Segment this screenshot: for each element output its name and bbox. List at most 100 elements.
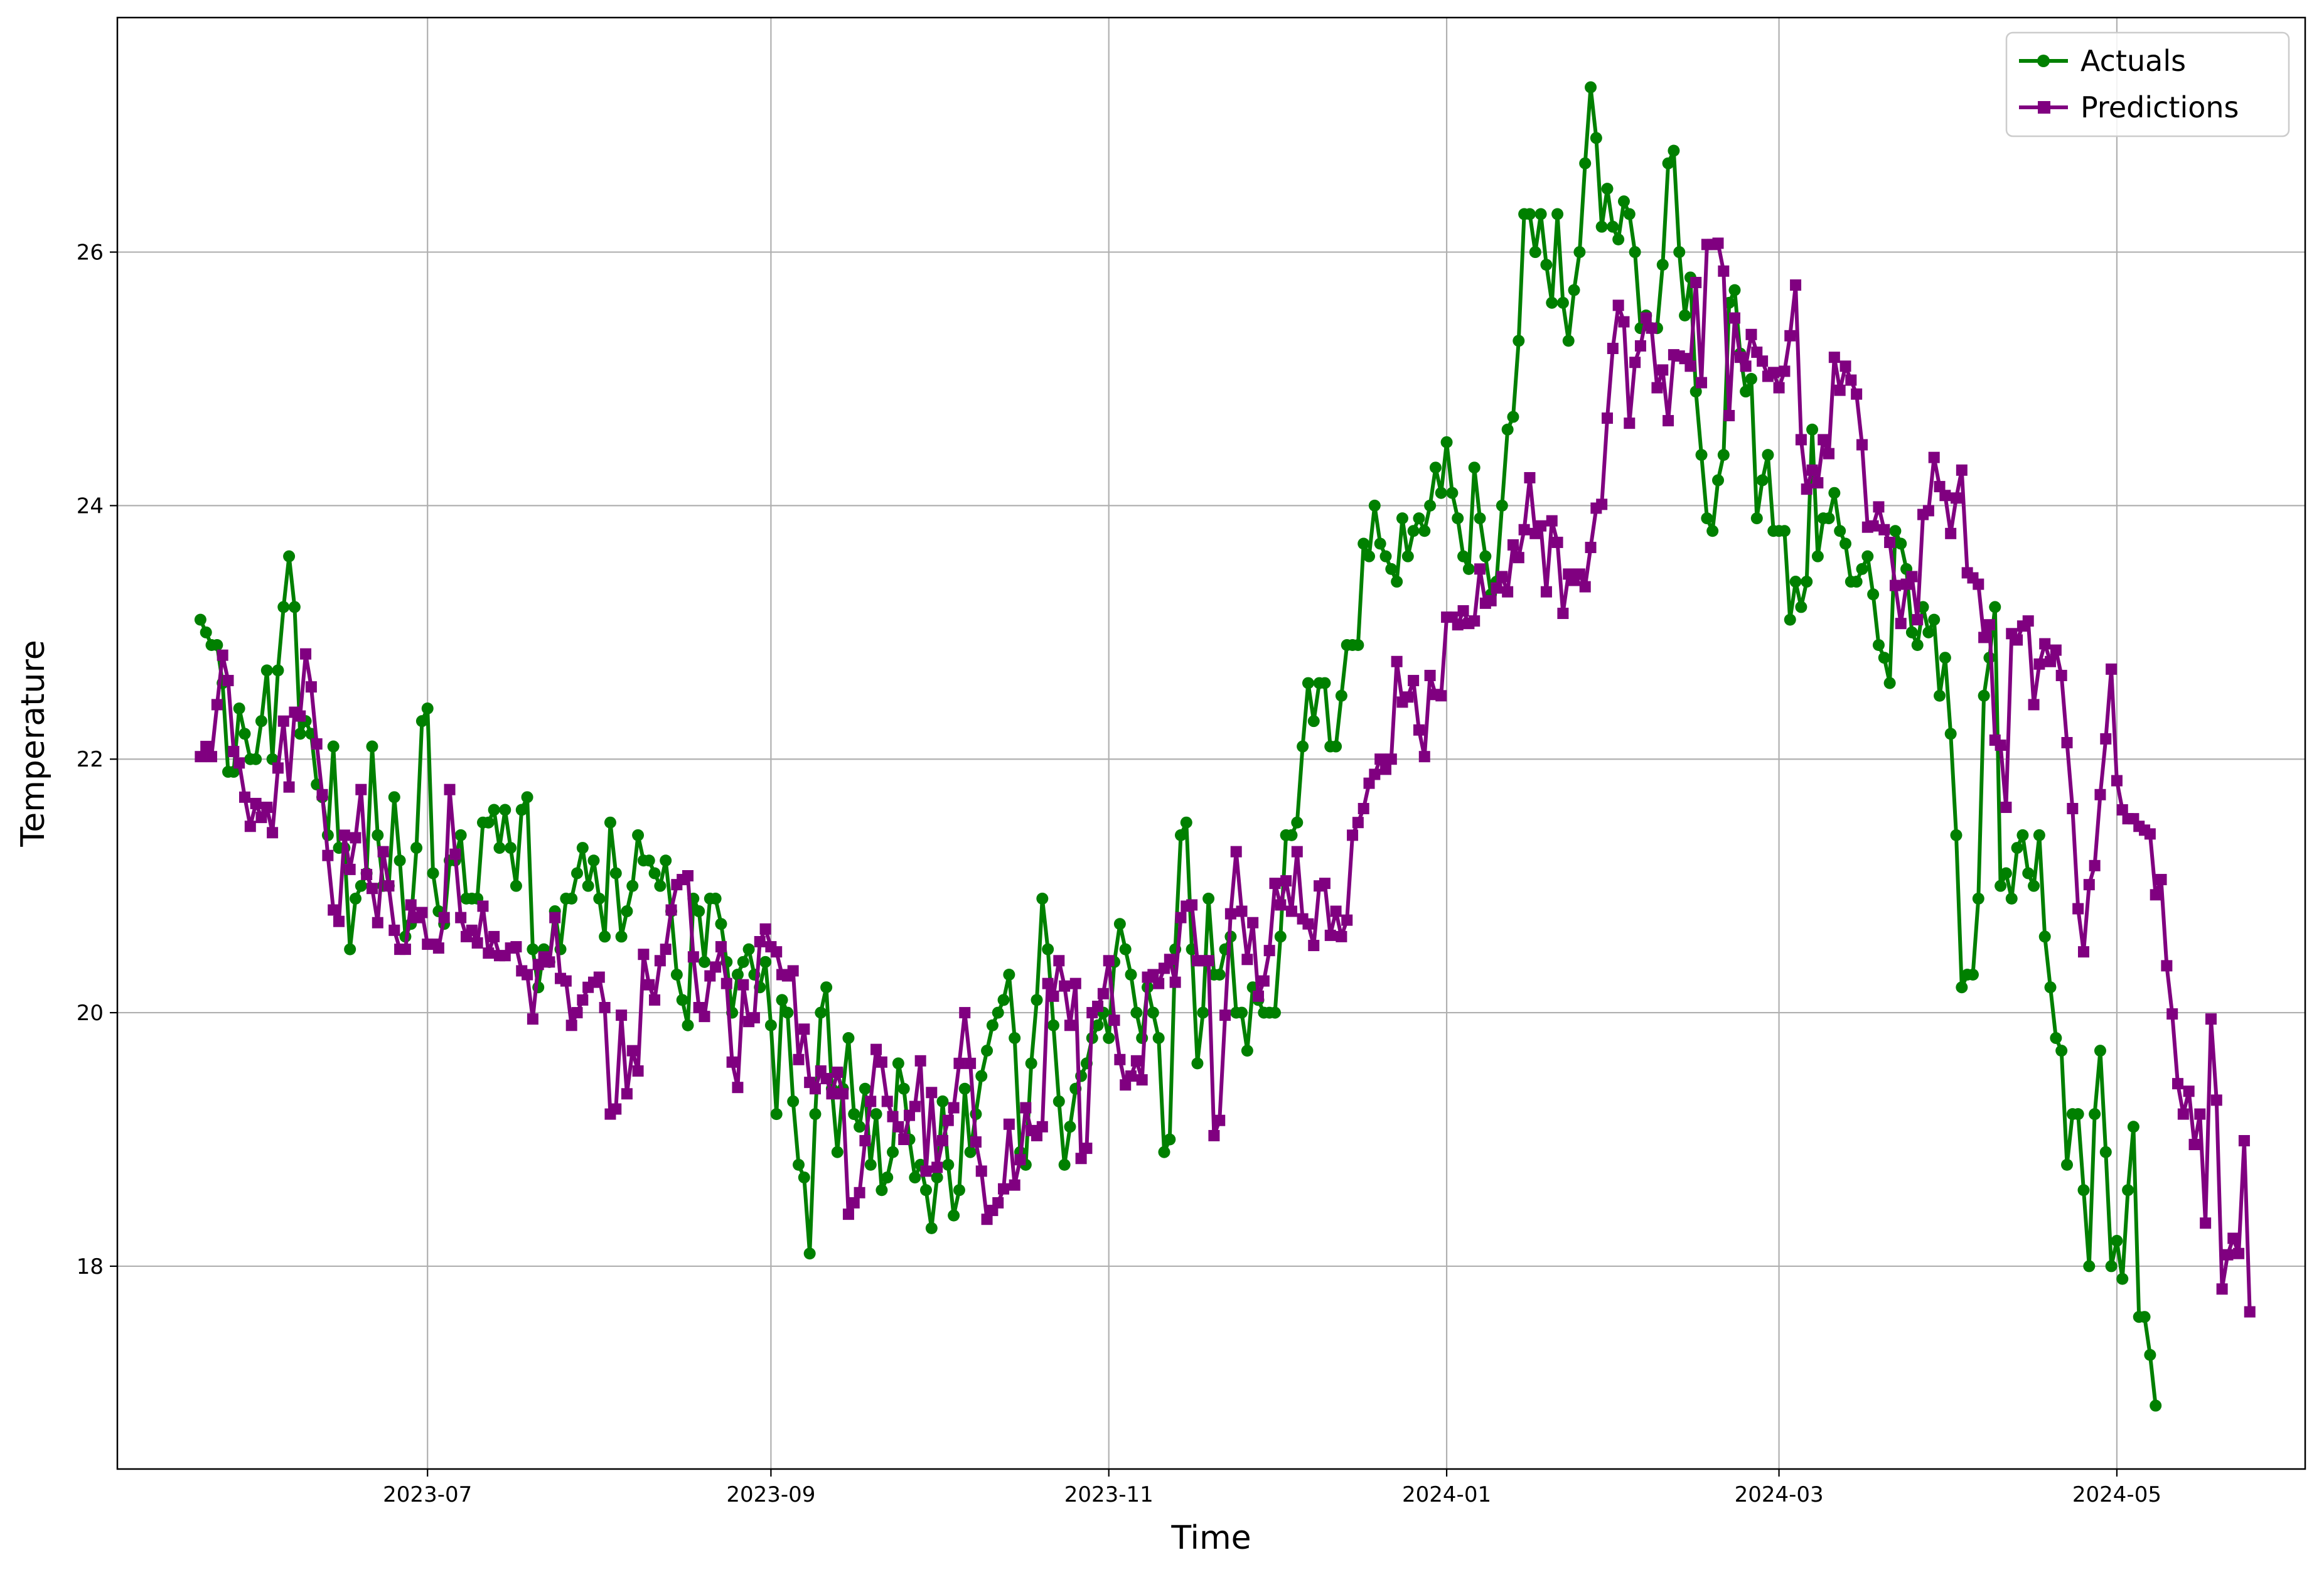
data-point: [826, 1088, 838, 1100]
data-point: [1551, 208, 1564, 220]
data-point: [388, 924, 400, 936]
data-point: [1407, 525, 1420, 537]
data-point: [1230, 846, 1242, 858]
data-point: [848, 1108, 860, 1121]
data-point: [1091, 1019, 1104, 1031]
data-point: [505, 842, 517, 854]
data-point: [1009, 1031, 1021, 1044]
data-point: [1696, 377, 1708, 389]
data-point: [577, 994, 589, 1006]
data-point: [1058, 1158, 1071, 1171]
data-point: [1357, 537, 1370, 550]
legend-label: Actuals: [2080, 44, 2186, 78]
data-point: [781, 1006, 794, 1019]
data-point: [1180, 816, 1192, 829]
data-point: [1169, 976, 1181, 988]
data-point: [1839, 360, 1851, 372]
data-point: [1939, 490, 1951, 502]
data-point: [1236, 1006, 1248, 1019]
data-point: [919, 1184, 932, 1197]
data-point: [616, 1009, 628, 1021]
data-point: [2205, 1013, 2217, 1025]
data-point: [483, 947, 495, 959]
data-point: [1119, 943, 1132, 955]
data-point: [2038, 930, 2051, 943]
data-point: [1197, 1006, 1209, 1019]
data-point: [1978, 689, 1990, 702]
data-point: [2055, 669, 2067, 681]
data-point: [1978, 632, 1990, 643]
data-point: [942, 1114, 954, 1126]
data-point: [399, 944, 411, 955]
data-point: [2044, 981, 2057, 994]
data-point: [1823, 448, 1835, 460]
data-point: [1690, 277, 1702, 289]
data-point: [1402, 691, 1414, 703]
data-point: [981, 1214, 993, 1225]
data-point: [1175, 912, 1187, 923]
data-point: [665, 904, 677, 916]
data-point: [1651, 382, 1663, 394]
data-point: [1995, 740, 2006, 751]
data-point: [1801, 483, 1813, 495]
data-point: [1020, 1102, 1032, 1114]
data-point: [2105, 1260, 2118, 1273]
data-point: [1485, 595, 1497, 606]
data-point: [1740, 360, 1752, 372]
data-point: [742, 943, 755, 955]
data-point: [1130, 1006, 1143, 1019]
data-point: [1418, 751, 1430, 763]
data-point: [699, 1011, 710, 1023]
data-point: [2150, 889, 2161, 901]
data-point: [1812, 477, 1824, 489]
data-point: [1529, 246, 1541, 259]
data-point: [2216, 1283, 2228, 1295]
data-point: [610, 1103, 622, 1115]
data-point: [964, 1146, 977, 1158]
data-point: [831, 1146, 843, 1158]
data-point: [2016, 829, 2029, 841]
data-point: [2183, 1085, 2195, 1097]
data-point: [920, 1165, 932, 1177]
data-point: [1241, 1045, 1253, 1057]
data-point: [1042, 943, 1054, 955]
data-point: [488, 930, 500, 942]
data-point: [2072, 1108, 2084, 1121]
data-point: [1823, 512, 1835, 525]
data-point: [704, 970, 716, 982]
data-point: [1369, 768, 1381, 780]
data-point: [1108, 1015, 1120, 1026]
data-point: [1668, 144, 1680, 157]
data-point: [1872, 639, 1885, 652]
data-point: [527, 943, 539, 955]
data-point: [1374, 753, 1386, 765]
data-point: [626, 1045, 638, 1057]
data-point: [2177, 1108, 2189, 1120]
data-point: [1701, 512, 1713, 525]
data-point: [1939, 652, 1951, 664]
data-point: [438, 912, 450, 923]
data-point: [1280, 875, 1292, 887]
data-point: [2089, 1108, 2101, 1121]
data-point: [195, 751, 206, 763]
data-point: [626, 880, 639, 892]
data-point: [1396, 512, 1408, 525]
data-point: [499, 804, 511, 816]
data-point: [1429, 461, 1442, 474]
data-point: [1712, 474, 1725, 487]
data-point: [1922, 626, 1935, 638]
data-point: [1363, 550, 1376, 562]
data-point: [931, 1171, 943, 1184]
data-point: [1158, 1146, 1170, 1158]
data-point: [1435, 690, 1447, 702]
data-point: [958, 1082, 971, 1095]
data-point: [1308, 940, 1320, 952]
data-point: [521, 791, 533, 804]
data-point: [1501, 423, 1514, 436]
data-point: [1845, 374, 1857, 386]
data-point: [1319, 878, 1331, 890]
data-point: [2094, 788, 2106, 800]
data-point: [277, 601, 290, 613]
data-point: [1031, 1129, 1043, 1141]
data-point: [1839, 537, 1851, 550]
